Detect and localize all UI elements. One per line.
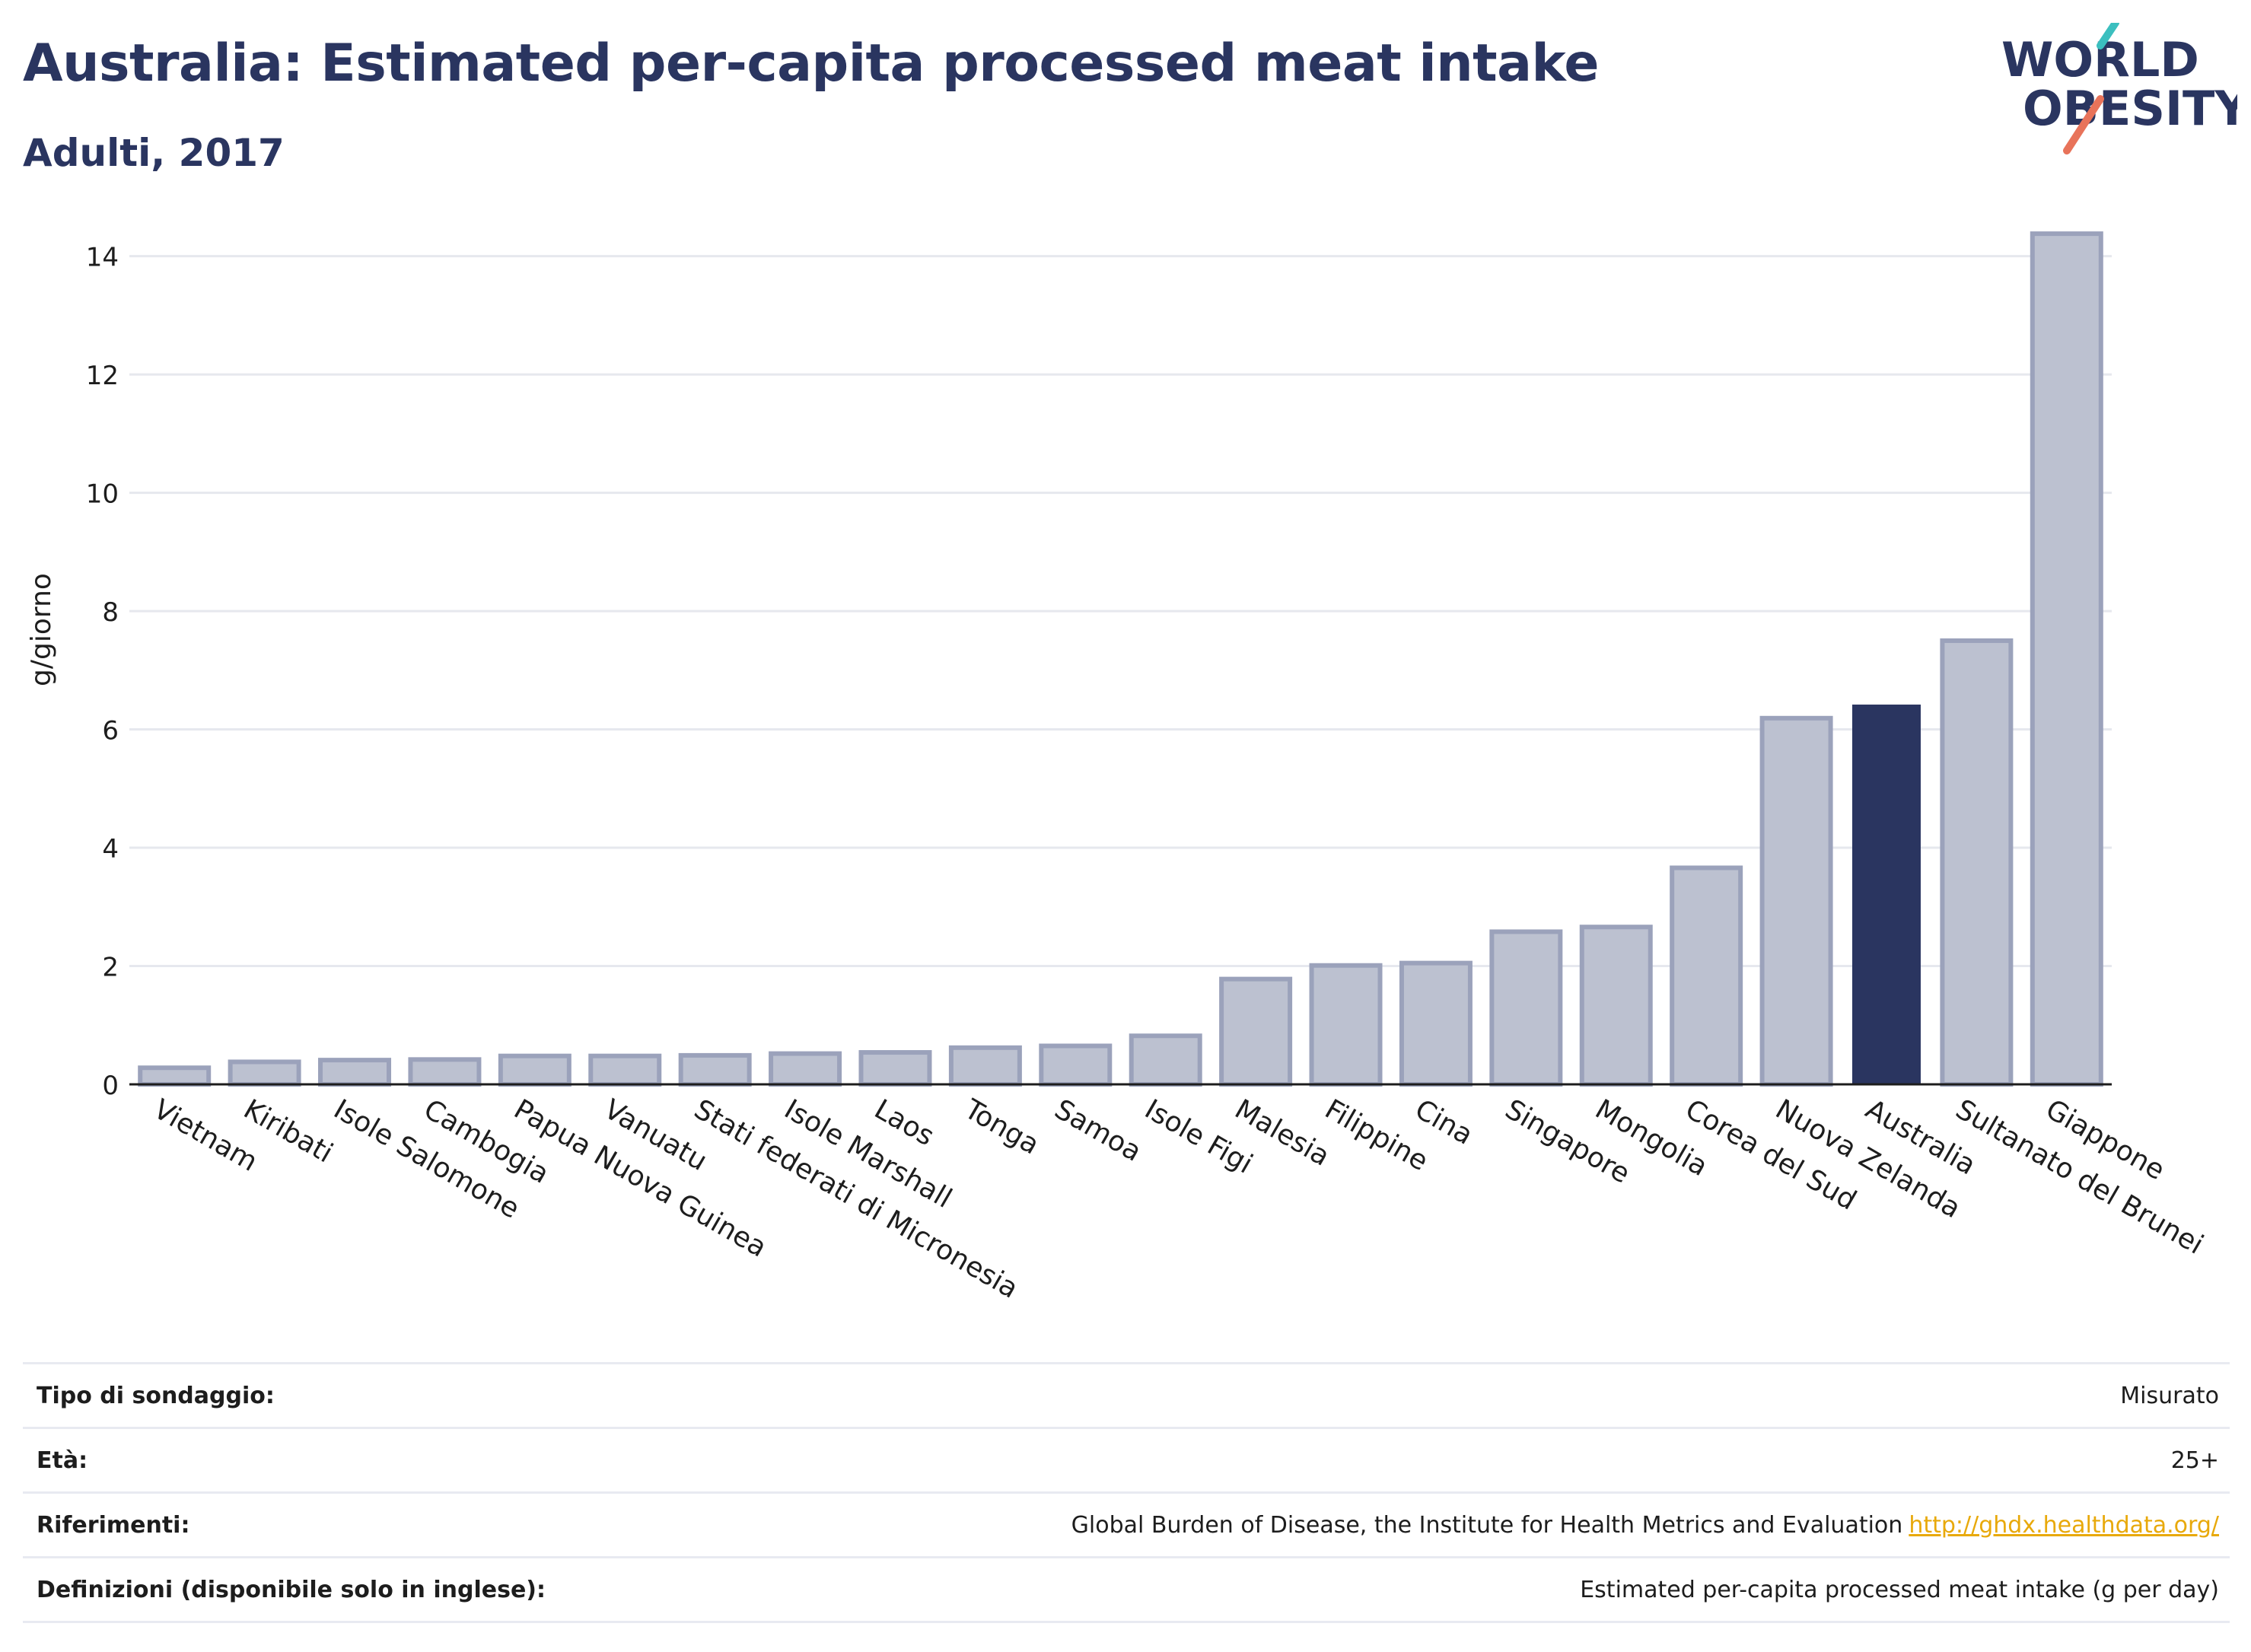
chart-title: Australia: Estimated per-capita processe… — [23, 33, 1600, 94]
y-tick-label: 2 — [102, 953, 119, 983]
bar-sultanato-del-brunei — [1940, 638, 2014, 1087]
metadata-label: Tipo di sondaggio: — [37, 1382, 275, 1409]
bar-papua-nuova-guinea — [498, 1053, 572, 1087]
metadata-label: Età: — [37, 1447, 88, 1474]
x-tick-label: Tonga — [959, 1093, 1045, 1161]
bar-kiribati — [228, 1059, 301, 1087]
metadata-label: Riferimenti: — [37, 1511, 190, 1539]
metadata-value: Estimated per-capita processed meat inta… — [1580, 1576, 2219, 1603]
bar-giappone — [2030, 231, 2103, 1087]
y-tick-label: 12 — [86, 361, 119, 391]
x-tick-label: Vietnam — [148, 1093, 263, 1178]
y-tick-label: 14 — [86, 243, 119, 273]
bar-cambogia — [408, 1057, 482, 1087]
y-tick-label: 4 — [102, 834, 119, 864]
chart-subtitle: Adulti, 2017 — [23, 131, 285, 175]
logo-slash-coral — [2063, 95, 2104, 154]
logo-slash-teal — [2097, 23, 2119, 49]
metadata-value: 25+ — [2170, 1447, 2219, 1474]
y-axis-ticks: 0 2 4 6 8 10 12 14 — [86, 243, 119, 1101]
bar-nuova-zelanda — [1759, 715, 1833, 1087]
metadata-label: Definizioni (disponibile solo in inglese… — [37, 1576, 546, 1603]
metadata-value: Global Burden of Disease, the Institute … — [1071, 1512, 2219, 1539]
bar-laos — [858, 1050, 932, 1087]
y-axis-title: g/giorno — [26, 573, 57, 686]
bar-corea-del-sud — [1670, 865, 1743, 1087]
metadata-row-survey-type: Tipo di sondaggio: Misurato — [23, 1362, 2230, 1427]
bar-mongolia — [1579, 925, 1653, 1087]
y-tick-label: 0 — [102, 1071, 119, 1101]
y-tick-label: 8 — [102, 597, 119, 628]
bar-cina — [1399, 960, 1473, 1087]
reference-link[interactable]: http://ghdx.healthdata.org/ — [1909, 1511, 2219, 1539]
metadata-row-definitions: Definizioni (disponibile solo in inglese… — [23, 1556, 2230, 1623]
bar-vanuatu — [588, 1053, 662, 1087]
bar-stati-federati-di-micronesia — [678, 1052, 752, 1087]
bar-singapore — [1489, 929, 1563, 1087]
x-tick-label: Samoa — [1049, 1093, 1147, 1168]
bar-isole-figi — [1129, 1033, 1202, 1087]
x-tick-label: Filippine — [1320, 1093, 1433, 1177]
metadata-table: Tipo di sondaggio: Misurato Età: 25+ Rif… — [23, 1362, 2230, 1623]
bars — [138, 231, 2103, 1087]
bar-samoa — [1039, 1043, 1113, 1087]
y-tick-label: 6 — [102, 716, 119, 746]
bar-isole-salomone — [318, 1058, 392, 1087]
bar-australia — [1851, 704, 1921, 1084]
metadata-row-references: Riferimenti: Global Burden of Disease, t… — [23, 1491, 2230, 1556]
bar-vietnam — [138, 1065, 212, 1087]
gridlines — [129, 255, 2112, 968]
bar-tonga — [948, 1045, 1022, 1087]
reference-text: Global Burden of Disease, the Institute … — [1071, 1511, 1903, 1539]
metadata-row-age: Età: 25+ — [23, 1427, 2230, 1491]
metadata-value: Misurato — [2120, 1382, 2219, 1409]
world-obesity-logo: WORLD OBESITY — [2001, 23, 2237, 154]
logo-word-obesity: OBESITY — [2023, 81, 2237, 136]
bar-filippine — [1309, 963, 1383, 1087]
bar-malesia — [1219, 976, 1293, 1087]
y-tick-label: 10 — [86, 479, 119, 510]
bar-isole-marshall — [769, 1051, 842, 1087]
